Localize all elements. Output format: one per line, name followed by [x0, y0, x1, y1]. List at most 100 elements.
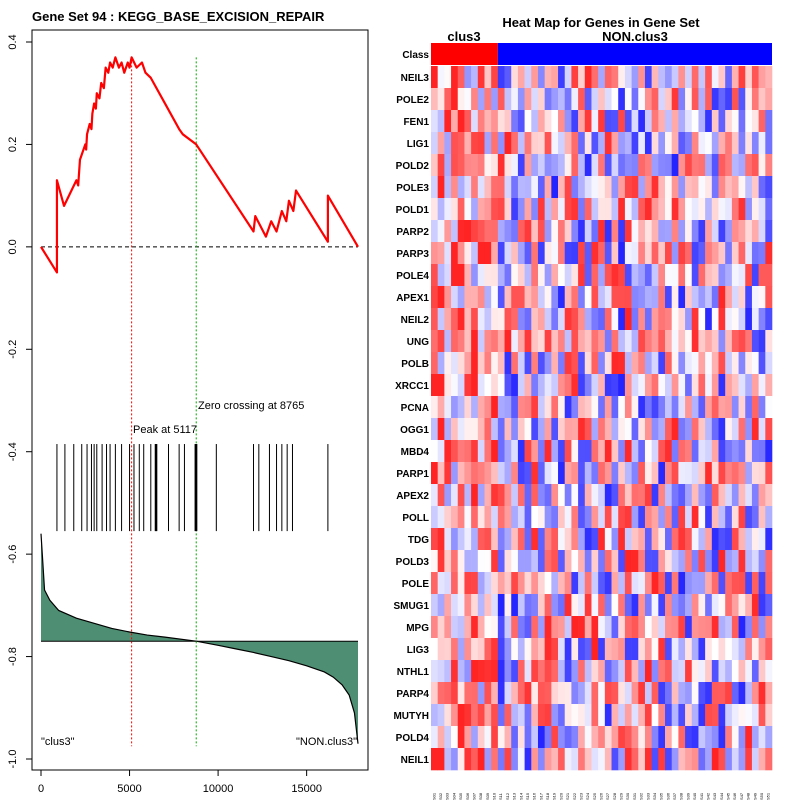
heat-cell: [738, 660, 746, 683]
heat-cell: [604, 748, 612, 771]
heat-cell: [658, 528, 666, 551]
heat-cell: [738, 352, 746, 375]
heat-cell: [685, 330, 693, 353]
heat-cell: [711, 66, 719, 89]
heat-cell: [618, 440, 626, 463]
heat-cell: [491, 88, 499, 111]
heat-cell: [651, 682, 659, 705]
heat-cell: [464, 352, 472, 375]
heat-cell: [571, 484, 579, 507]
heat-cell: [544, 440, 552, 463]
heat-cell: [598, 638, 606, 661]
heat-cell: [611, 198, 619, 221]
heat-cell: [437, 330, 445, 353]
heat-cell: [497, 440, 505, 463]
heat-cell: [584, 242, 592, 265]
heat-cell: [591, 308, 599, 331]
heat-cell: [497, 154, 505, 177]
heat-cell: [618, 352, 626, 375]
heat-cell: [758, 110, 766, 133]
heat-cell: [604, 286, 612, 309]
sample-label: S45: [726, 792, 731, 800]
heat-cell: [611, 132, 619, 155]
heat-cell: [457, 264, 465, 287]
heat-cell: [531, 462, 539, 485]
heat-cell: [504, 264, 512, 287]
heat-cell: [711, 88, 719, 111]
heat-cell: [725, 242, 733, 265]
heat-cell: [731, 176, 739, 199]
heat-cell: [678, 352, 686, 375]
heat-cell: [451, 484, 459, 507]
heat-cell: [651, 462, 659, 485]
heat-cell: [578, 352, 586, 375]
heat-cell: [584, 704, 592, 727]
heat-cell: [584, 352, 592, 375]
heat-cell: [644, 286, 652, 309]
heat-cell: [491, 66, 499, 89]
heat-cell: [651, 484, 659, 507]
heat-cell: [531, 286, 539, 309]
heat-cell: [765, 242, 773, 265]
heat-cell: [631, 528, 639, 551]
heat-cell: [618, 682, 626, 705]
heat-cell: [698, 572, 706, 595]
heat-cell: [477, 198, 485, 221]
heat-cell: [638, 572, 646, 595]
heat-cell: [751, 462, 759, 485]
heat-cell: [624, 506, 632, 529]
heat-cell: [491, 616, 499, 639]
heat-cell: [464, 748, 472, 771]
heat-cell: [738, 440, 746, 463]
heat-cell: [511, 374, 519, 397]
x-tick-label: 15000: [291, 783, 322, 795]
heat-cell: [471, 308, 479, 331]
gene-label: NEIL2: [401, 315, 430, 326]
heat-cell: [437, 176, 445, 199]
heat-cell: [611, 748, 619, 771]
heat-cell: [705, 682, 713, 705]
heat-cell: [678, 132, 686, 155]
heat-cell: [604, 374, 612, 397]
heat-cell: [524, 198, 532, 221]
heat-cell: [631, 242, 639, 265]
heat-cell: [665, 66, 673, 89]
heat-cell: [725, 88, 733, 111]
heat-cell: [705, 528, 713, 551]
heat-cell: [578, 638, 586, 661]
heat-cell: [558, 484, 566, 507]
heat-cell: [497, 264, 505, 287]
heat-cell: [537, 198, 545, 221]
heat-cell: [658, 88, 666, 111]
heat-cell: [571, 682, 579, 705]
heat-cell: [551, 594, 559, 617]
heat-cell: [578, 572, 586, 595]
sample-label: S47: [739, 792, 744, 800]
heat-cell: [658, 440, 666, 463]
heat-cell: [638, 638, 646, 661]
heat-cell: [691, 638, 699, 661]
heat-cell: [651, 88, 659, 111]
heat-cell: [464, 572, 472, 595]
heat-cell: [658, 682, 666, 705]
heat-cell: [584, 528, 592, 551]
heat-cell: [624, 308, 632, 331]
heat-cell: [745, 330, 753, 353]
heat-cell: [731, 352, 739, 375]
heat-cell: [571, 506, 579, 529]
heat-cell: [477, 572, 485, 595]
heat-cell: [638, 154, 646, 177]
heat-cell: [751, 726, 759, 749]
heat-cell: [604, 176, 612, 199]
heat-cell: [444, 418, 452, 441]
heat-cell: [751, 264, 759, 287]
heat-cell: [611, 286, 619, 309]
heat-cell: [685, 352, 693, 375]
heat-cell: [711, 176, 719, 199]
heat-cell: [624, 748, 632, 771]
heat-cell: [711, 352, 719, 375]
heat-cell: [558, 352, 566, 375]
heat-cell: [571, 198, 579, 221]
heat-cell: [618, 506, 626, 529]
sample-label: S17: [538, 792, 543, 800]
